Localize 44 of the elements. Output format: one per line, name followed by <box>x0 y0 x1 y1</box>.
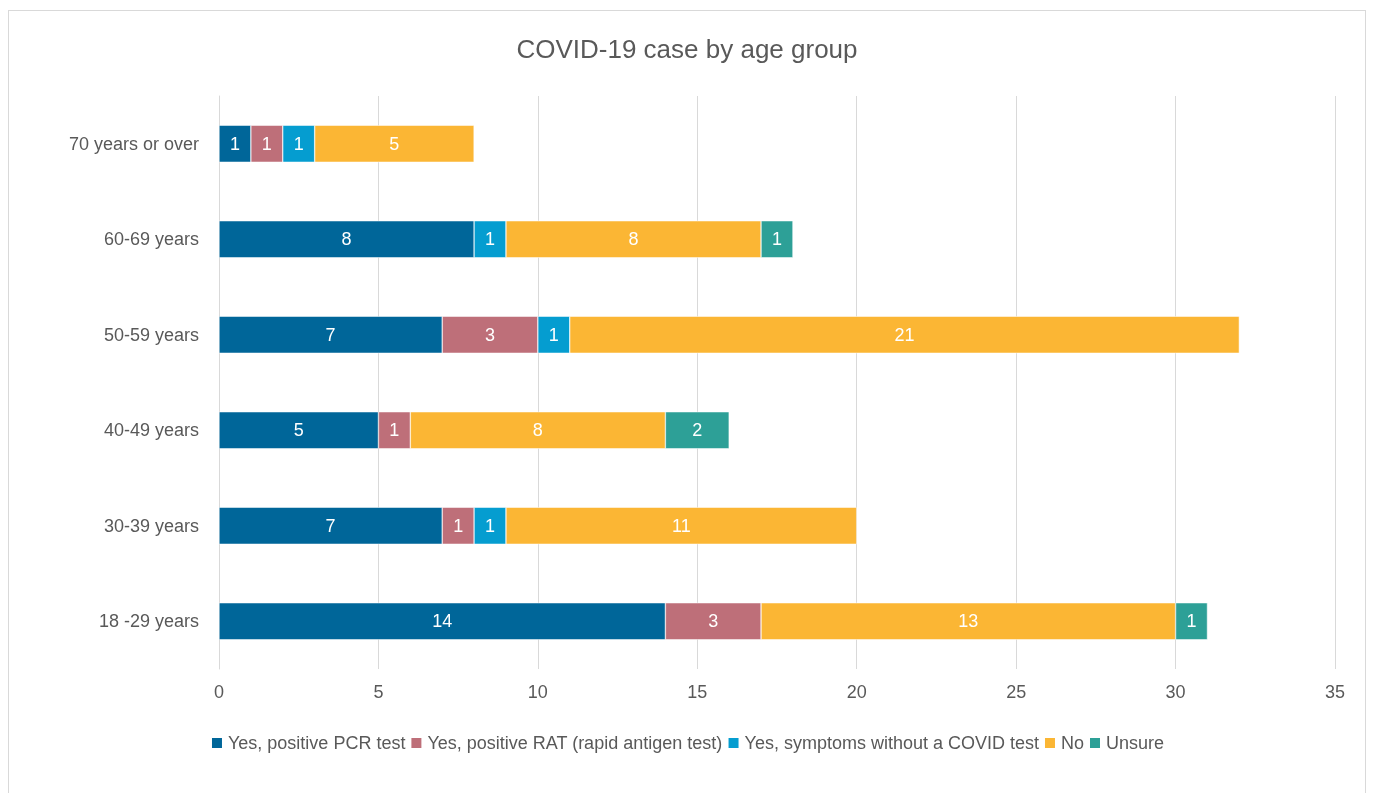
data-label: 1 <box>453 515 464 536</box>
data-label: 5 <box>389 133 400 154</box>
chart-title: COVID-19 case by age group <box>516 34 858 64</box>
x-tick-label: 35 <box>1324 682 1346 702</box>
x-tick-label: 5 <box>373 682 384 702</box>
legend-label: No <box>1060 733 1084 753</box>
data-label: 1 <box>261 133 272 154</box>
data-label: 8 <box>341 229 352 250</box>
y-tick-label: 30-39 years <box>103 515 199 536</box>
legend-label: Yes, positive RAT (rapid antigen test) <box>427 733 723 753</box>
x-tick-label: 30 <box>1165 682 1186 702</box>
y-tick-label: 50-59 years <box>103 324 199 345</box>
data-label: 3 <box>708 611 719 632</box>
x-tick-label: 10 <box>527 682 548 702</box>
data-label: 1 <box>485 229 496 250</box>
data-label: 1 <box>389 420 400 441</box>
x-tick-label: 20 <box>846 682 867 702</box>
data-label: 2 <box>692 420 703 441</box>
data-label: 1 <box>293 133 304 154</box>
data-label: 13 <box>958 611 979 632</box>
legend-label: Yes, positive PCR test <box>227 733 406 753</box>
y-tick-label: 40-49 years <box>103 420 199 441</box>
y-tick-label: 18 -29 years <box>98 611 199 632</box>
data-label: 14 <box>432 611 453 632</box>
legend-label: Yes, symptoms without a COVID test <box>744 733 1039 753</box>
legend-label: Unsure <box>1105 733 1165 753</box>
y-tick-label: 60-69 years <box>103 229 199 250</box>
data-label: 21 <box>894 324 915 345</box>
data-label: 7 <box>325 324 336 345</box>
x-tick-label: 25 <box>1006 682 1027 702</box>
data-label: 1 <box>771 229 783 250</box>
data-label: 1 <box>229 133 240 154</box>
data-label: 5 <box>293 420 304 441</box>
y-tick-label: 70 years or over <box>68 133 199 154</box>
x-tick-label: 15 <box>687 682 708 702</box>
data-label: 1 <box>1186 611 1197 632</box>
data-label: 8 <box>532 420 543 441</box>
data-label: 1 <box>548 324 559 345</box>
data-label: 11 <box>672 515 691 536</box>
data-label: 3 <box>485 324 496 345</box>
x-tick-label: 0 <box>213 682 225 702</box>
data-label: 8 <box>628 229 639 250</box>
data-label: 1 <box>485 515 496 536</box>
data-label: 7 <box>325 515 336 536</box>
